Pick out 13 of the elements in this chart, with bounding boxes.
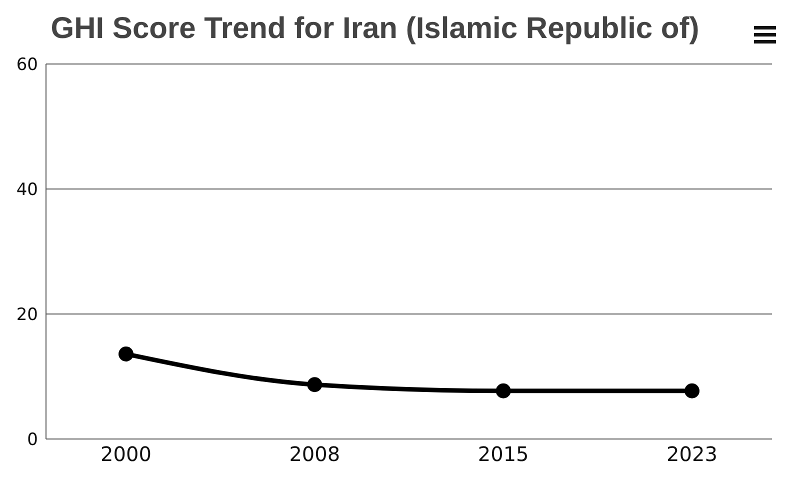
point	[684, 383, 700, 398]
chart-title: GHI Score Trend for Iran (Islamic Republic of)	[50, 12, 700, 46]
y-tick-label: 40	[16, 180, 38, 200]
y-tick-label: 0	[27, 430, 38, 450]
x-tick-label: 2000	[100, 442, 152, 466]
point	[307, 377, 322, 392]
y-tick-label: 20	[16, 305, 38, 326]
point	[118, 346, 134, 362]
x-tick-label: 2023	[666, 442, 718, 466]
x-tick-label: 2015	[478, 442, 529, 466]
y-tick-label: 60	[16, 55, 38, 76]
point	[496, 383, 511, 398]
x-tick-label: 2008	[289, 442, 340, 466]
